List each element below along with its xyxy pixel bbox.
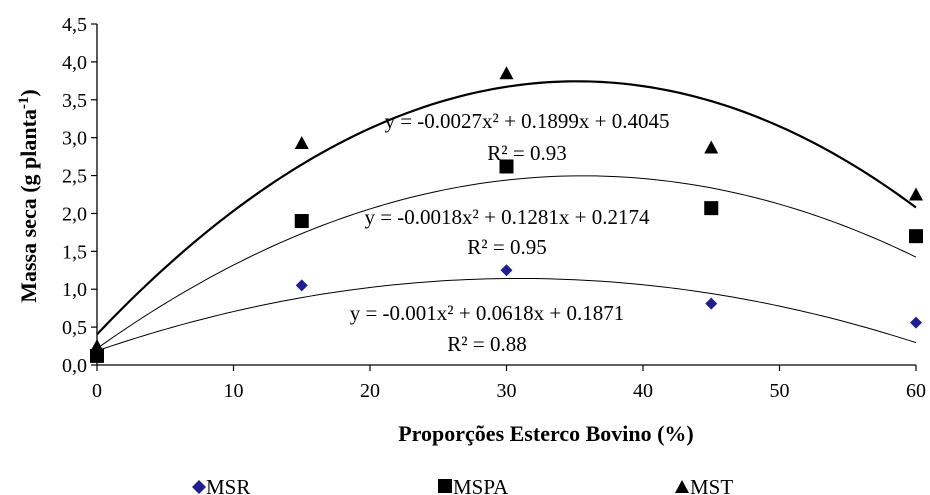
mspa-r2: R² = 0.95 [467,235,546,259]
mst-equation: y = -0.0027x² + 0.1899x + 0.4045 [384,109,669,133]
legend-mspa-marker [438,479,452,493]
legend-msr-label: MSR [206,475,250,495]
x-tick-label: 20 [360,380,380,402]
legend-mst-label: MST [690,475,733,495]
y-tick-label: 2,5 [62,166,87,188]
y-tick-label: 2,0 [62,203,87,225]
msr-equation: y = -0.001x² + 0.0618x + 0.1871 [350,301,625,325]
mspa-point [704,201,719,216]
mspa-point [294,214,309,229]
mst-point [704,140,719,154]
x-axis-label: Proporções Esterco Bovino (%) [398,421,694,446]
mst-r2: R² = 0.93 [487,141,566,165]
y-tick-label: 0,0 [62,355,87,377]
x-tick-label: 10 [224,380,244,402]
msr-point [705,297,718,310]
mst-point [909,187,923,201]
y-tick-label: 4,0 [62,52,87,74]
y-axis-label-main: Massa seca (g planta [16,109,41,303]
y-tick-label: 1,5 [62,241,87,263]
x-tick-label: 40 [633,380,653,402]
y-tick-label: 3,5 [62,90,87,112]
y-tick-label: 4,5 [62,14,87,36]
x-tick-label: 50 [770,380,790,402]
x-tick-label: 60 [906,380,926,402]
x-tick-label: 30 [497,380,517,402]
y-axis-label-close: ) [16,89,41,96]
mspa-point [909,229,923,244]
y-axis-label: Massa seca (g planta-1) [16,89,41,303]
msr-r2: R² = 0.88 [447,332,526,356]
y-tick-label: 1,0 [62,279,87,301]
x-tick-label: 0 [92,380,102,402]
msr-point [500,264,513,277]
msr-fit-curve [96,277,917,352]
y-tick-label: 3,0 [62,128,87,150]
msr-point [910,316,922,329]
y-ticks: 0,0 0,5 1,0 1,5 2,0 2,5 3,0 3,5 4,0 4,5 [62,14,97,377]
legend-msr-marker [192,480,206,494]
y-axis-label-sup: -1 [16,97,32,110]
msr-point [295,279,308,292]
mst-fit-curve [96,80,917,336]
legend-mspa-label: MSPA [453,475,509,495]
data-points [90,66,923,363]
mst-point [499,66,514,80]
legend-mst-marker [675,480,689,493]
mspa-fit-curve [96,175,917,349]
y-tick-label: 0,5 [62,317,87,339]
x-ticks: 0 10 20 30 40 50 60 [92,365,926,402]
mst-point [294,135,309,149]
legend: MSR MSPA MST [192,475,733,495]
fit-curves [96,80,917,352]
mspa-point [499,159,514,174]
mspa-equation: y = -0.0018x² + 0.1281x + 0.2174 [364,205,650,229]
